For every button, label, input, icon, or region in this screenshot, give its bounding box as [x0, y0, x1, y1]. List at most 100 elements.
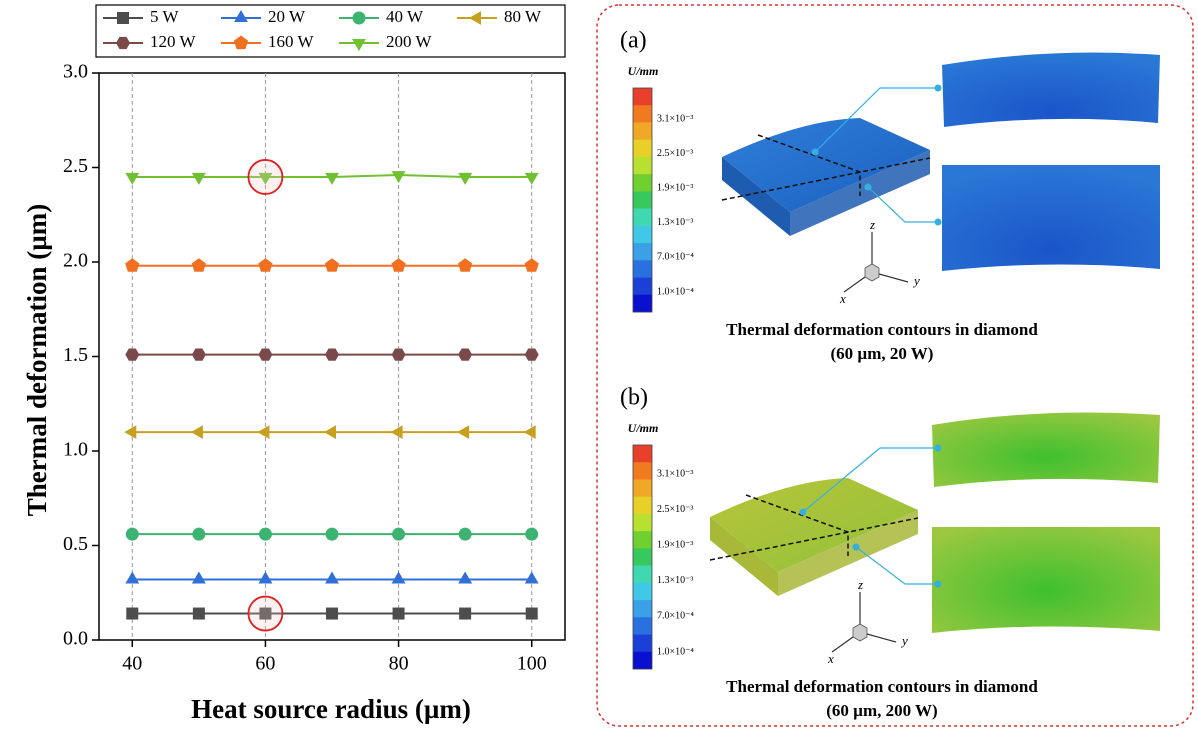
caption: Thermal deformation contours in diamond [726, 677, 1038, 696]
colorbar-cell [633, 635, 652, 653]
marker [391, 258, 405, 272]
marker [125, 572, 139, 584]
caption: (60 µm, 20 W) [831, 344, 934, 363]
marker [125, 258, 139, 272]
y-axis-title: Thermal deformation (µm) [22, 204, 52, 517]
marker [191, 425, 203, 439]
colorbar-cell [633, 140, 652, 158]
x-tick-label: 40 [122, 653, 142, 675]
colorbar-cell [633, 548, 652, 566]
colorbar-cell [633, 479, 652, 497]
y-tick-label: 1.0 [63, 439, 88, 461]
marker [391, 425, 403, 439]
x-tick-label: 80 [389, 653, 409, 675]
marker [392, 349, 406, 361]
highlight-circle [248, 160, 282, 194]
marker [458, 572, 472, 584]
colorbar-label: 1.9×10⁻³ [657, 182, 693, 193]
colorbar-cell [633, 462, 652, 480]
x-axis-title: Heat source radius (µm) [191, 694, 471, 724]
colorbar-cell [633, 497, 652, 515]
panel-label: (a) [620, 28, 647, 54]
colorbar-label: 7.0×10⁻⁴ [657, 252, 694, 263]
colorbar-label: 1.0×10⁻⁴ [657, 286, 694, 297]
marker [525, 173, 539, 185]
colorbar-title: U/mm [628, 64, 659, 78]
y-tick-label: 0.0 [63, 628, 88, 650]
colorbar-cell [633, 652, 652, 670]
colorbar-cell [633, 243, 652, 261]
legend-label: 40 W [386, 7, 424, 26]
callout-dot [800, 509, 807, 516]
marker [325, 572, 339, 584]
marker [117, 12, 129, 24]
legend-label: 5 W [150, 7, 179, 26]
marker [526, 608, 538, 620]
colorbar-cell [633, 278, 652, 296]
section-front [932, 527, 1160, 633]
marker [353, 12, 366, 25]
marker [324, 425, 336, 439]
marker [192, 572, 206, 584]
legend-label: 200 W [386, 32, 432, 51]
marker [458, 258, 472, 272]
axis-cube [865, 264, 879, 281]
colorbar-cell [633, 566, 652, 584]
marker [325, 258, 339, 272]
marker [326, 608, 338, 620]
colorbar-cell [633, 226, 652, 244]
colorbar-cell [633, 514, 652, 532]
marker [392, 171, 406, 183]
contour-panels: (a)U/mm3.1×10⁻³2.5×10⁻³1.9×10⁻³1.3×10⁻³7… [620, 28, 1160, 720]
colorbar-cell [633, 295, 652, 313]
colorbar-cell [633, 209, 652, 227]
colorbar-label: 2.5×10⁻³ [657, 148, 693, 159]
marker [459, 528, 472, 541]
y-tick-label: 3.0 [63, 61, 88, 83]
section-front [942, 165, 1160, 271]
marker [392, 528, 405, 541]
x-tick-label: 100 [517, 653, 547, 675]
axis-label: y [900, 633, 908, 648]
legend-label: 160 W [268, 32, 314, 51]
axis-cube [853, 624, 867, 641]
colorbar-cell [633, 617, 652, 635]
colorbar-cell [633, 531, 652, 549]
colorbar-cell [633, 122, 652, 140]
marker [393, 608, 405, 620]
colorbar-title: U/mm [628, 421, 659, 435]
axis-label: z [857, 577, 863, 592]
axis-lines [832, 592, 896, 652]
colorbar-label: 1.9×10⁻³ [657, 539, 693, 550]
marker [525, 528, 538, 541]
colorbar-label: 1.3×10⁻³ [657, 217, 693, 228]
legend-label: 20 W [268, 7, 306, 26]
marker [192, 173, 206, 185]
section-top [942, 53, 1160, 127]
marker [525, 349, 539, 361]
callout-dot [935, 85, 942, 92]
marker [192, 349, 206, 361]
marker [259, 572, 273, 584]
caption: (60 µm, 200 W) [826, 701, 937, 720]
marker [192, 528, 205, 541]
axis-label: y [912, 273, 920, 288]
section-top [932, 413, 1160, 487]
axis-label: x [839, 291, 846, 306]
marker [126, 608, 138, 620]
marker [125, 349, 139, 361]
marker [193, 608, 205, 620]
plot: 4060801000.00.51.01.52.02.53.05 W20 W40 … [63, 5, 565, 675]
legend-label: 80 W [504, 7, 542, 26]
colorbar-cell [633, 157, 652, 175]
marker [524, 425, 536, 439]
marker [326, 528, 339, 541]
colorbar-cell [633, 600, 652, 618]
marker [258, 258, 272, 272]
y-tick-label: 0.5 [63, 533, 88, 555]
callout-dot [865, 184, 872, 191]
callout-dot [935, 581, 942, 588]
colorbar-cell [633, 105, 652, 123]
legend-label: 120 W [150, 32, 196, 51]
colorbar-label: 2.5×10⁻³ [657, 504, 693, 515]
